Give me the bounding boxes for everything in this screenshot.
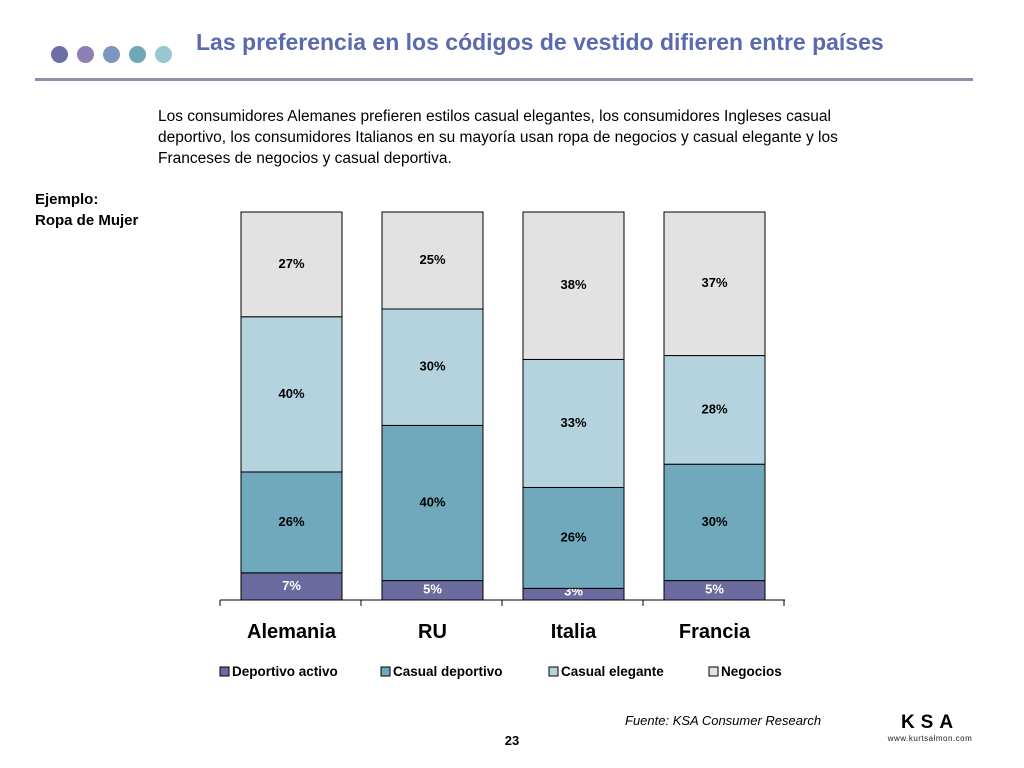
bar-segment [522,211,625,360]
header-dot [103,46,120,63]
x-axis: Alemania RU Italia Francia [219,599,785,643]
source-note: Fuente: KSA Consumer Research [625,713,822,728]
page-number: 23 [504,733,520,748]
legend-label: Negocios [721,664,782,679]
data-label: 5% [705,582,724,597]
example-label: Ejemplo: Ropa de Mujer [35,189,138,231]
category-label: Italia [551,621,597,643]
bar-segment [240,211,343,318]
data-label: 27% [278,256,304,271]
logo-text: KSA [900,712,960,733]
bar-segment [240,572,343,601]
example-label-line1: Ejemplo: [35,191,99,208]
category-label: Alemania [247,621,337,643]
legend-label: Casual deportivo [393,664,503,679]
legend-swatch [548,666,559,677]
header-dots [51,46,181,64]
header-dot [129,46,146,63]
legend-label: Deportivo activo [232,664,338,679]
logo-url: www.kurtsalmon.com [887,734,973,743]
data-label: 30% [419,359,445,374]
header-dot [51,46,68,63]
bar-segment [381,211,484,310]
data-label: 38% [560,277,586,292]
bar-segment [663,463,766,582]
stacked-bar-chart: 7%26%40%27%5%40%30%25%3%26%33%38%5%30%28… [219,211,785,679]
data-label: 33% [560,415,586,430]
title-divider [35,78,973,81]
data-label: 37% [701,275,727,290]
legend-swatch [219,666,230,677]
category-label: Francia [679,621,751,643]
data-label: 26% [278,514,304,529]
intro-text: Los consumidores Alemanes prefieren esti… [158,108,838,167]
bar-segment [240,471,343,574]
legend-swatch [380,666,391,677]
chart-bars: 7%26%40%27%5%40%30%25%3%26%33%38%5%30%28… [240,211,766,601]
ksa-logo: KSA www.kurtsalmon.com [880,713,980,745]
header-dot [155,46,172,63]
bar-segment [381,424,484,582]
data-label: 25% [419,252,445,267]
category-label: RU [418,621,447,643]
bar-segment [663,211,766,357]
data-label: 5% [423,582,442,597]
chart-legend: Deportivo activo Casual deportivo Casual e… [219,664,782,679]
data-label: 28% [701,401,727,416]
legend-label: Casual elegante [561,664,664,679]
data-label: 30% [701,514,727,529]
bar-segment [663,355,766,465]
data-label: 26% [560,529,586,544]
page-title: Las preferencia en los códigos de vestid… [196,29,884,55]
bar-segment [522,486,625,589]
header-dot [77,46,94,63]
data-label: 40% [419,494,445,509]
bar-segment [381,308,484,426]
legend-swatch [708,666,719,677]
example-label-line2: Ropa de Mujer [35,212,139,229]
data-label: 40% [278,386,304,401]
data-label: 7% [282,578,301,593]
